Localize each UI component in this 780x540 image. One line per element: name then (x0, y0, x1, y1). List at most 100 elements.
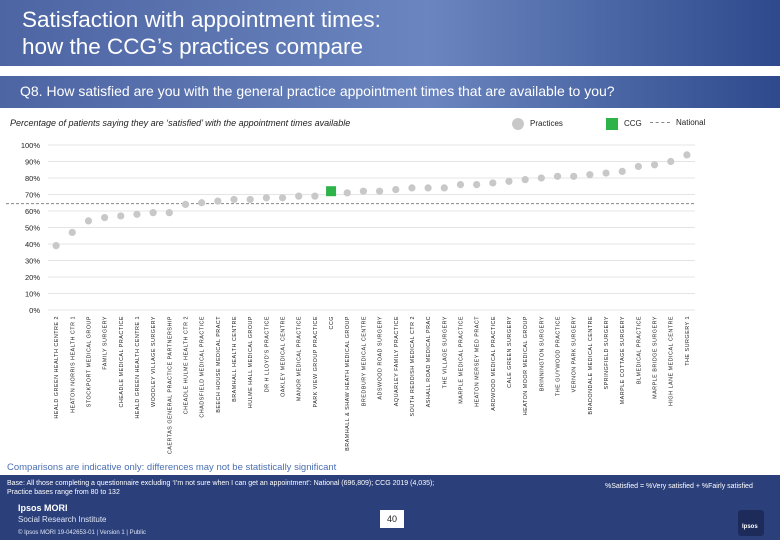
y-tick-label: 90% (25, 158, 40, 167)
x-category-label: CHADSFIELD MEDICAL PRACTICE (200, 316, 206, 418)
base-line-1: Base: All those completing a questionnai… (7, 480, 435, 487)
practice-marker (618, 167, 626, 175)
base-note: Base: All those completing a questionnai… (7, 479, 547, 497)
x-category-label: BRAMHALL HEALTH CENTRE (232, 316, 238, 402)
x-category-label: MARPLE BRIDGE SURGERY (653, 316, 659, 399)
practice-marker (489, 179, 497, 187)
x-category-label: BRAMHALL & SHAW HEATH MEDICAL GROUP (345, 316, 351, 451)
practice-marker (521, 176, 529, 184)
x-category-label: BLMEDICAL PRACTICE (636, 316, 642, 384)
chart-subtitle: Percentage of patients saying they are ‘… (10, 118, 351, 128)
practice-marker (198, 199, 206, 207)
y-tick-label: 80% (25, 174, 40, 183)
practice-marker (602, 169, 610, 177)
x-category-label: HEALD GREEN HEALTH CENTRE 1 (135, 316, 141, 419)
ipsos-logo-icon: Ipsos (738, 510, 764, 536)
practice-marker (359, 187, 368, 195)
x-category-label: SOUTH REDDISH MEDICAL CTR 2 (410, 316, 416, 416)
practice-marker (343, 189, 351, 197)
base-line-2: Practice bases range from 80 to 132 (7, 489, 120, 496)
practice-marker (311, 192, 319, 200)
x-category-label: DR H LLOYD'S PRACTICE (264, 316, 270, 392)
y-tick-label: 70% (25, 191, 40, 200)
x-category-label: MANOR MEDICAL PRACTICE (297, 316, 303, 401)
x-category-label: HEATON MOOR MEDICAL GROUP (523, 316, 529, 415)
y-tick-label: 60% (25, 207, 40, 216)
x-category-label: CALE GREEN SURGERY (507, 316, 513, 388)
x-category-label: OAKLEY MEDICAL CENTRE (281, 316, 287, 397)
x-category-label: HULME HALL MEDICAL GROUP (248, 316, 254, 408)
footer: Base: All those completing a questionnai… (0, 475, 780, 540)
practice-marker (408, 184, 416, 192)
practice-marker (375, 187, 384, 195)
practice-marker (117, 212, 125, 220)
x-category-label: CCG (329, 316, 335, 329)
ccg-marker (326, 186, 337, 197)
y-tick-label: 20% (25, 273, 40, 282)
practice-marker (246, 195, 254, 204)
x-category-label: SPRINGFIELD SURGERY (604, 316, 610, 390)
practice-marker (278, 194, 287, 202)
practice-marker (553, 172, 562, 180)
x-category-label: HIGH LANE MEDICAL CENTRE (669, 316, 675, 406)
practice-marker (181, 200, 190, 208)
title-bar: Satisfaction with appointment times: how… (0, 0, 780, 66)
x-category-label: BRADONDALE MEDICAL CENTRE (588, 316, 594, 415)
practice-marker (133, 210, 141, 218)
practice-marker (505, 177, 513, 185)
practice-marker (440, 184, 448, 192)
legend-ccg-marker (606, 118, 618, 130)
x-category-label: HEALD GREEN HEALTH CENTRE 2 (54, 316, 60, 419)
x-category-label: THE GUYWOOD PRACTICE (556, 316, 562, 396)
practice-marker (230, 195, 238, 204)
x-category-label: BREDBURY MEDICAL CENTRE (361, 316, 367, 406)
practice-marker (68, 228, 76, 237)
legend-practices: Practices (512, 118, 563, 130)
practice-marker (683, 151, 691, 159)
x-category-label: PARK VIEW GROUP PRACTICE (313, 316, 319, 407)
practice-marker (456, 181, 465, 189)
x-category-label: WOODLEY VILLAGE SURGERY (151, 316, 157, 407)
practice-marker (295, 192, 303, 200)
y-tick-label: 40% (25, 240, 40, 249)
x-category-label: BRINNINGTON SURGERY (539, 316, 545, 391)
practice-marker (570, 172, 578, 180)
practice-marker (101, 214, 109, 222)
x-category-label: CHEADLE HULME HEALTH CTR 2 (183, 316, 189, 414)
practice-marker (586, 171, 594, 179)
satisfied-definition: %Satisfied = %Very satisfied + %Fairly s… (605, 483, 753, 490)
brand-name: Ipsos MORI (18, 503, 68, 513)
practice-marker (149, 209, 157, 217)
significance-note: Comparisons are indicative only: differe… (7, 462, 337, 473)
x-category-label: FAMILY SURGERY (103, 316, 109, 370)
x-category-label: MARPLE COTTAGE SURGERY (620, 316, 626, 404)
x-category-label: ADSWOOD ROAD SURGERY (378, 316, 384, 400)
x-category-label: THE SURGERY 1 (685, 316, 691, 366)
question-bar: Q8. How satisfied are you with the gener… (0, 76, 780, 108)
y-tick-label: 30% (25, 257, 40, 266)
practice-marker (165, 209, 173, 217)
x-category-label: CHEADLE MEDICAL PRACTICE (119, 316, 125, 407)
x-category-label: VERNON PARK SURGERY (572, 316, 578, 392)
practice-marker (214, 197, 222, 205)
legend-national-line (650, 122, 670, 124)
practice-marker (667, 157, 675, 166)
x-category-label: ARDWOOD MEDICAL PRACTICE (491, 316, 497, 411)
legend-ccg-label: CCG (624, 119, 642, 129)
title-line-1: Satisfaction with appointment times: (22, 7, 381, 32)
page-number: 40 (380, 510, 404, 528)
title-line-2: how the CCG’s practices compare (22, 34, 363, 59)
y-tick-label: 10% (25, 290, 40, 299)
x-category-label: STOCKPORT MEDICAL GROUP (86, 316, 92, 407)
practice-marker (537, 174, 545, 182)
x-category-label: CAERTAS GENERAL PRACTICE PARTNERSHIP (167, 316, 173, 454)
legend-national: National (650, 118, 705, 127)
footer-meta: © Ipsos MORI 19-042653-01 | Version 1 | … (18, 530, 146, 536)
legend-ccg: CCG (606, 118, 642, 130)
legend-practices-marker (512, 118, 524, 130)
x-category-label: HEATON MERSEY MED PRACT (475, 316, 481, 407)
y-tick-label: 100% (21, 141, 41, 150)
x-category-label: HEATON NORRIS HEALTH CTR 1 (70, 316, 76, 413)
practice-marker (262, 194, 270, 202)
y-tick-label: 50% (25, 224, 40, 233)
